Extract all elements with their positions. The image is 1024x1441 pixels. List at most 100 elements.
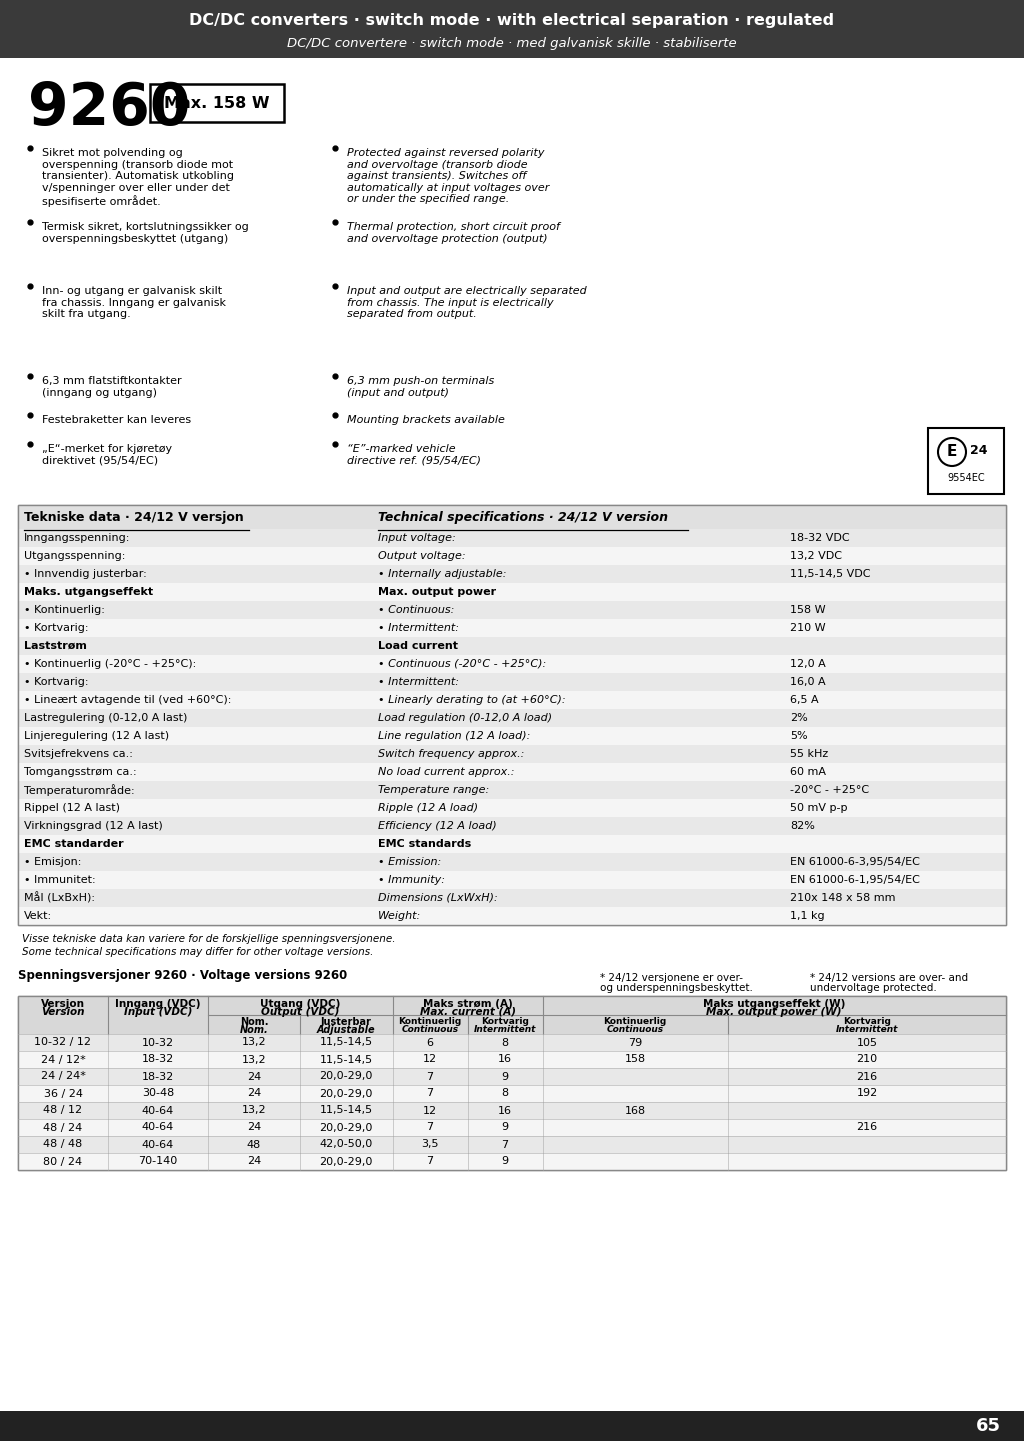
Text: 20,0-29,0: 20,0-29,0 [319,1123,373,1133]
FancyBboxPatch shape [150,84,284,122]
Text: Utgang (VDC): Utgang (VDC) [260,999,340,1009]
Text: 24 / 12*: 24 / 12* [41,1055,85,1065]
FancyBboxPatch shape [18,529,1006,548]
Text: Output (VDC): Output (VDC) [261,1007,339,1017]
Text: Continuous: Continuous [606,1025,664,1035]
FancyBboxPatch shape [18,834,1006,853]
Text: 20,0-29,0: 20,0-29,0 [319,1072,373,1082]
Text: 210 W: 210 W [790,623,825,633]
Text: Spenningsversjoner 9260 · Voltage versions 9260: Spenningsversjoner 9260 · Voltage versio… [18,970,347,983]
FancyBboxPatch shape [18,889,1006,906]
Text: DC/DC convertere · switch mode · med galvanisk skille · stabiliserte: DC/DC convertere · switch mode · med gal… [287,37,737,50]
FancyBboxPatch shape [18,817,1006,834]
Text: 30-48: 30-48 [142,1088,174,1098]
Text: og underspenningsbeskyttet.: og underspenningsbeskyttet. [600,983,753,993]
Text: • Immunitet:: • Immunitet: [24,875,95,885]
FancyBboxPatch shape [18,798,1006,817]
FancyBboxPatch shape [18,1120,1006,1136]
Text: 7: 7 [426,1157,433,1167]
Text: 192: 192 [856,1088,878,1098]
Text: Maks strøm (A): Maks strøm (A) [423,999,513,1009]
Text: 6,3 mm flatstiftkontakter
(inngang og utgang): 6,3 mm flatstiftkontakter (inngang og ut… [42,376,181,398]
FancyBboxPatch shape [18,853,1006,870]
FancyBboxPatch shape [18,584,1006,601]
Text: • Emisjon:: • Emisjon: [24,857,81,867]
Text: Justerbar: Justerbar [321,1017,372,1027]
Text: 2%: 2% [790,713,808,723]
Text: 18-32: 18-32 [142,1055,174,1065]
Text: Kontinuerlig: Kontinuerlig [603,1017,667,1026]
Text: Tomgangsstrøm ca.:: Tomgangsstrøm ca.: [24,767,136,777]
Text: 50 mV p-p: 50 mV p-p [790,803,848,813]
Text: 12,0 A: 12,0 A [790,659,825,669]
Text: 40-64: 40-64 [142,1123,174,1133]
Text: undervoltage protected.: undervoltage protected. [810,983,937,993]
Text: Laststrøm: Laststrøm [24,641,87,651]
FancyBboxPatch shape [18,673,1006,692]
Text: Inn- og utgang er galvanisk skilt
fra chassis. Inngang er galvanisk
skilt fra ut: Inn- og utgang er galvanisk skilt fra ch… [42,285,226,320]
Text: 7: 7 [502,1140,509,1150]
FancyBboxPatch shape [18,504,1006,529]
Text: Efficiency (12 A load): Efficiency (12 A load) [378,821,497,831]
FancyBboxPatch shape [18,1153,1006,1170]
FancyBboxPatch shape [18,656,1006,673]
Text: 7: 7 [426,1072,433,1082]
Text: 9554EC: 9554EC [947,473,985,483]
Text: 24 / 24*: 24 / 24* [41,1072,85,1082]
FancyBboxPatch shape [18,762,1006,781]
Text: 12: 12 [423,1105,437,1115]
Text: 11,5-14,5: 11,5-14,5 [319,1105,373,1115]
Text: Versjon: Versjon [41,999,85,1009]
Text: E: E [947,444,957,460]
Text: Input and output are electrically separated
from chassis. The input is electrica: Input and output are electrically separa… [347,285,587,320]
Text: 1,1 kg: 1,1 kg [790,911,824,921]
Text: 216: 216 [856,1123,878,1133]
Text: Linjeregulering (12 A last): Linjeregulering (12 A last) [24,731,169,741]
Text: 210: 210 [856,1055,878,1065]
Text: 12: 12 [423,1055,437,1065]
Text: Mounting brackets available: Mounting brackets available [347,415,505,425]
Text: 13,2: 13,2 [242,1055,266,1065]
Text: Termisk sikret, kortslutningssikker og
overspenningsbeskyttet (utgang): Termisk sikret, kortslutningssikker og o… [42,222,249,244]
Text: 48 / 12: 48 / 12 [43,1105,83,1115]
Text: 60 mA: 60 mA [790,767,826,777]
Text: Maks. utgangseffekt: Maks. utgangseffekt [24,586,154,597]
FancyBboxPatch shape [18,548,1006,565]
Text: 48: 48 [247,1140,261,1150]
Text: 158 W: 158 W [790,605,825,615]
Text: 6,5 A: 6,5 A [790,695,818,705]
Text: • Intermittent:: • Intermittent: [378,677,459,687]
FancyBboxPatch shape [18,870,1006,889]
Text: 13,2: 13,2 [242,1038,266,1048]
Text: 18-32: 18-32 [142,1072,174,1082]
Text: • Kontinuerlig:: • Kontinuerlig: [24,605,104,615]
Text: 16,0 A: 16,0 A [790,677,825,687]
FancyBboxPatch shape [18,745,1006,762]
Text: 79: 79 [628,1038,642,1048]
Text: 24: 24 [247,1157,261,1167]
Text: „E“-merket for kjøretøy
direktivet (95/54/EC): „E“-merket for kjøretøy direktivet (95/5… [42,444,172,465]
FancyBboxPatch shape [18,565,1006,584]
Text: Vekt:: Vekt: [24,911,52,921]
FancyBboxPatch shape [18,692,1006,709]
Text: EMC standards: EMC standards [378,839,471,849]
FancyBboxPatch shape [18,1136,1006,1153]
FancyBboxPatch shape [18,504,1006,925]
Text: Max. output power (W): Max. output power (W) [707,1007,842,1017]
Text: 24: 24 [247,1123,261,1133]
Text: 158: 158 [625,1055,645,1065]
Text: Nom.: Nom. [240,1017,268,1027]
Text: • Kontinuerlig (-20°C - +25°C):: • Kontinuerlig (-20°C - +25°C): [24,659,197,669]
Text: 55 kHz: 55 kHz [790,749,828,759]
FancyBboxPatch shape [18,996,1006,1170]
Text: Temperaturområde:: Temperaturområde: [24,784,134,795]
Text: • Intermittent:: • Intermittent: [378,623,459,633]
Text: 13,2: 13,2 [242,1105,266,1115]
Text: Ripple (12 A load): Ripple (12 A load) [378,803,478,813]
Text: Temperature range:: Temperature range: [378,785,489,795]
FancyBboxPatch shape [18,620,1006,637]
Text: “E”-marked vehicle
directive ref. (95/54/EC): “E”-marked vehicle directive ref. (95/54… [347,444,481,465]
Text: 48 / 24: 48 / 24 [43,1123,83,1133]
Text: * 24/12 versjonene er over-: * 24/12 versjonene er over- [600,973,743,983]
Text: Sikret mot polvending og
overspenning (transorb diode mot
transienter). Automati: Sikret mot polvending og overspenning (t… [42,148,234,206]
